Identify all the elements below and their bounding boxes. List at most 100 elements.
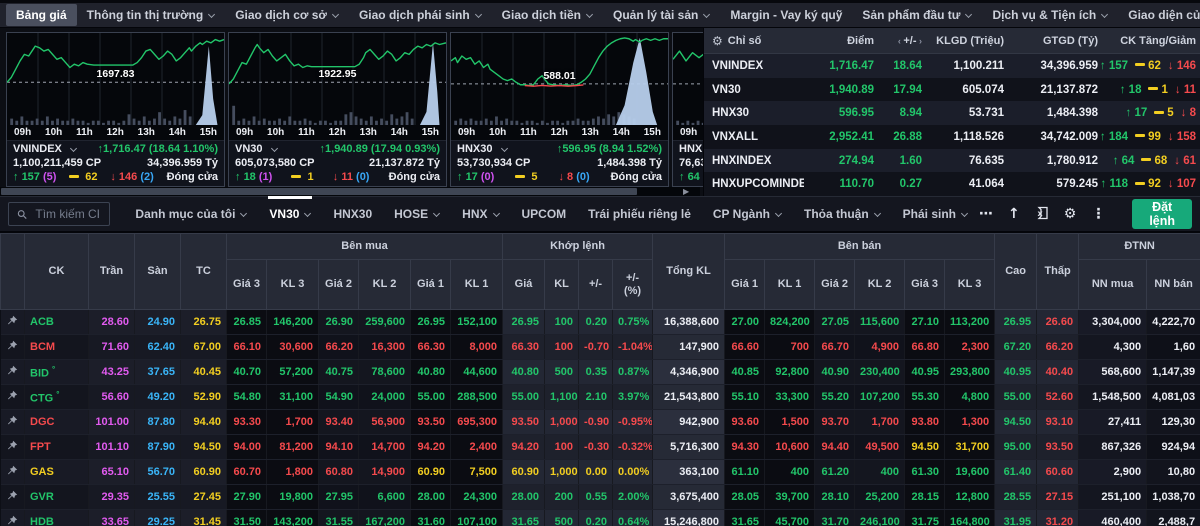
x-axis-label: 15h (643, 127, 661, 138)
up-arrow-icon: ↑ (556, 143, 563, 155)
buy-group-header: Bên mua (225, 233, 504, 260)
cell: 101.10 (88, 434, 135, 460)
ticker-cell-gas[interactable]: GAS (24, 459, 89, 485)
nav-item-b-ng-gi[interactable]: Bảng giá (6, 4, 77, 26)
ceiling-count: (5) (42, 171, 57, 183)
cell: 5,716,300 (652, 434, 726, 460)
col-header-kl-3: KL 3 (266, 259, 319, 310)
cell: 288,500 (450, 384, 504, 410)
ticker-cell-dgc[interactable]: DGC (24, 409, 89, 435)
index-name-dropdown[interactable]: VNINDEX (13, 142, 78, 156)
charts-scrollbar[interactable]: ▶ (0, 187, 700, 196)
ticker-cell-gvr[interactable]: GVR (24, 484, 89, 510)
table-row-acb[interactable]: ACB 28.60 24.90 26.75 26.85 146,200 26.90 259,… (0, 309, 1200, 335)
ticker-cell-bid[interactable]: BID ° (24, 359, 89, 385)
nav-item-giao-d-ch-ti-n[interactable]: Giao dịch tiền (492, 4, 603, 26)
watchlist-tab-vn30[interactable]: VN30 (258, 195, 322, 233)
settings-icon[interactable]: ⚙ (712, 33, 723, 48)
chevron-down-icon (474, 11, 482, 19)
index-row-hnxindex[interactable]: HNXINDEX 274.94 1.60 76.635 1,780.912 ↑ 64 68 ↓… (704, 148, 1200, 173)
nav-item-d-ch-v-ti-n-ch[interactable]: Dịch vụ & Tiện ích (982, 4, 1118, 26)
watchlist-tab-th-a-thu-n[interactable]: Thỏa thuận (793, 196, 892, 233)
cell: 95.00 (994, 434, 1038, 460)
cell: 867,326 (1078, 434, 1148, 460)
nav-item-margin-vay-k-qu[interactable]: Margin - Vay ký quỹ (730, 8, 843, 22)
index-row-vnindex[interactable]: VNINDEX 1,716.47 18.64 1,100.211 34,396.959 ↑… (704, 54, 1200, 78)
cell: 78,600 (358, 359, 411, 385)
index-row-vn30[interactable]: VN30 1,940.89 17.94 605.074 21,137.872 ↑ 18 1 ↓… (712, 83, 1196, 96)
cell: 66.30 (410, 334, 451, 360)
decliners-count: ↓ 11 (0) (332, 171, 370, 183)
excel-export-icon[interactable]: x (1035, 206, 1049, 223)
table-row-gas[interactable]: GAS 65.10 56.70 60.90 60.70 1,800 60.80 14,900… (0, 459, 1200, 485)
ticker-cell-bcm[interactable]: BCM (24, 334, 89, 360)
ticker-cell-fpt[interactable]: FPT (24, 434, 89, 460)
watchlist-tab-hnx30[interactable]: HNX30 (333, 206, 373, 221)
cell: 25.55 (134, 484, 181, 510)
cell: 1,000 (544, 409, 580, 435)
cell: 700 (764, 334, 816, 360)
nav-item-giao-di-n-c-a-t-i[interactable]: Giao diện của tôi (1128, 8, 1200, 22)
table-row-bid[interactable]: BID ° 43.25 37.65 40.45 40.70 57,200 40.75 78,6… (0, 359, 1200, 385)
search-box[interactable] (8, 202, 111, 226)
pushpin-icon[interactable] (0, 484, 25, 510)
chevron-left-icon[interactable]: ‹ (897, 35, 904, 46)
table-row-bcm[interactable]: BCM 71.60 62.40 67.00 66.10 30,600 66.20 16,30… (0, 334, 1200, 360)
pushpin-icon[interactable] (0, 434, 25, 460)
cell: 30,600 (266, 334, 319, 360)
settings-icon[interactable]: ⚙ (1063, 206, 1077, 222)
down-arrow-icon: ↓ (1174, 83, 1184, 96)
index-row-hnx30[interactable]: HNX30 596.95 8.94 53.731 1,484.398 ↑ 17 5 ↓ 8 (704, 101, 1200, 126)
watchlist-tab-hnx[interactable]: HNX (451, 196, 510, 233)
table-row-dgc[interactable]: DGC 101.00 87.80 94.40 93.30 1,700 93.40 56,90… (0, 409, 1200, 435)
place-order-button[interactable]: Đặt lệnh (1132, 199, 1192, 229)
pushpin-icon[interactable] (0, 309, 25, 335)
total-shares: 605,073,580 CP (235, 157, 315, 169)
table-row-ctg[interactable]: CTG ° 56.60 49.20 52.90 54.80 31,100 54.90 24,0… (0, 384, 1200, 410)
pushpin-icon[interactable] (0, 459, 25, 485)
scrollbar-thumb[interactable] (1, 188, 637, 195)
nav-item-th-ng-tin-th-tr-ng[interactable]: Thông tin thị trường (77, 4, 226, 26)
scroll-right-icon[interactable]: ▶ (683, 187, 690, 196)
cell: 26.85 (226, 309, 267, 335)
watchlist-tab-tr-i-phi-u-ri-ng-l[interactable]: Trái phiếu riêng lẻ (588, 206, 691, 221)
more-icon[interactable]: ⋯ (979, 206, 994, 222)
watchlist-tab-upcom[interactable]: UPCOM (521, 206, 567, 221)
nav-item-qu-n-l-t-i-s-n[interactable]: Quản lý tài sản (603, 4, 720, 26)
pushpin-icon[interactable] (0, 384, 25, 410)
kebab-menu-icon[interactable]: ⋮ (1091, 206, 1106, 222)
watchlist-tab-hose[interactable]: HOSE (383, 196, 451, 233)
ticker-cell-ctg[interactable]: CTG ° (24, 384, 89, 410)
index-row-vnxall[interactable]: VNXALL 2,952.41 26.88 1,118.526 34,742.009 ↑ … (712, 130, 1196, 143)
pushpin-icon[interactable] (0, 509, 25, 526)
index-name-dropdown[interactable]: VN30 (235, 142, 278, 156)
nav-item-s-n-ph-m-u-t[interactable]: Sản phẩm đầu tư (852, 4, 982, 26)
index-name-dropdown[interactable]: HNXI (679, 143, 703, 155)
cell: 3,304,000 (1078, 309, 1148, 335)
cell: 0.20 (578, 509, 614, 526)
pushpin-icon[interactable] (0, 409, 25, 435)
search-input[interactable] (33, 206, 102, 222)
arrow-up-icon[interactable]: ↑ (1008, 206, 1020, 222)
watchlist-tab-cp-ng-nh[interactable]: CP Ngành (702, 196, 793, 233)
watchlist-tab-danh-m-c-c-a-t-i[interactable]: Danh mục của tôi (124, 196, 258, 233)
index-chart-panel-hnxi: 09h HNXI 76,63 ↑ 64 (672, 32, 703, 187)
col-header-th-p: Thấp (1036, 233, 1080, 310)
cell: 71.60 (88, 334, 135, 360)
ticker-cell-acb[interactable]: ACB (24, 309, 89, 335)
ticker-cell-hdb[interactable]: HDB (24, 509, 89, 526)
table-row-hdb[interactable]: HDB 33.65 29.25 31.45 31.50 143,200 31.55 167,… (0, 509, 1200, 526)
table-row-fpt[interactable]: FPT 101.10 87.90 94.50 94.00 81,200 94.10 14,7… (0, 434, 1200, 460)
cell: 29.35 (88, 484, 135, 510)
pushpin-icon[interactable] (0, 359, 25, 385)
table-row-gvr[interactable]: GVR 29.35 25.55 27.45 27.90 19,800 27.95 6,600… (0, 484, 1200, 510)
flat-dash-icon (1135, 63, 1146, 67)
chevron-right-icon[interactable]: › (916, 35, 922, 46)
nav-item-giao-d-ch-c-s[interactable]: Giao dịch cơ sở (225, 4, 349, 26)
watchlist-tab-ph-i-sinh[interactable]: Phái sinh (892, 196, 979, 233)
index-name-dropdown[interactable]: HNX30 (457, 142, 508, 156)
nav-item-giao-d-ch-ph-i-sinh[interactable]: Giao dịch phái sinh (349, 4, 492, 26)
pushpin-icon[interactable] (0, 334, 25, 360)
